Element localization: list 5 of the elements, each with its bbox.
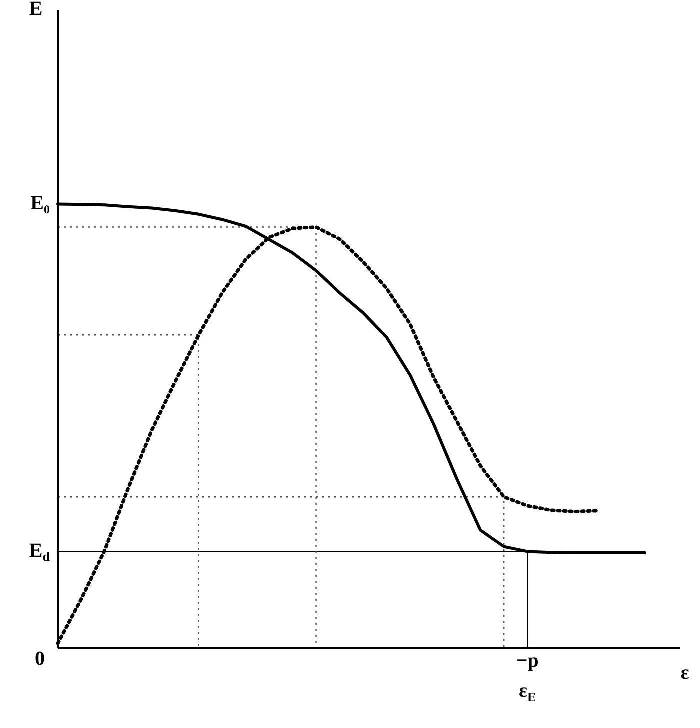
text: E₀ (30, 192, 50, 214)
x-axis-title: ε (680, 662, 690, 684)
text: E (29, 0, 43, 20)
text: 0 (35, 648, 45, 670)
text: −p (516, 650, 539, 672)
